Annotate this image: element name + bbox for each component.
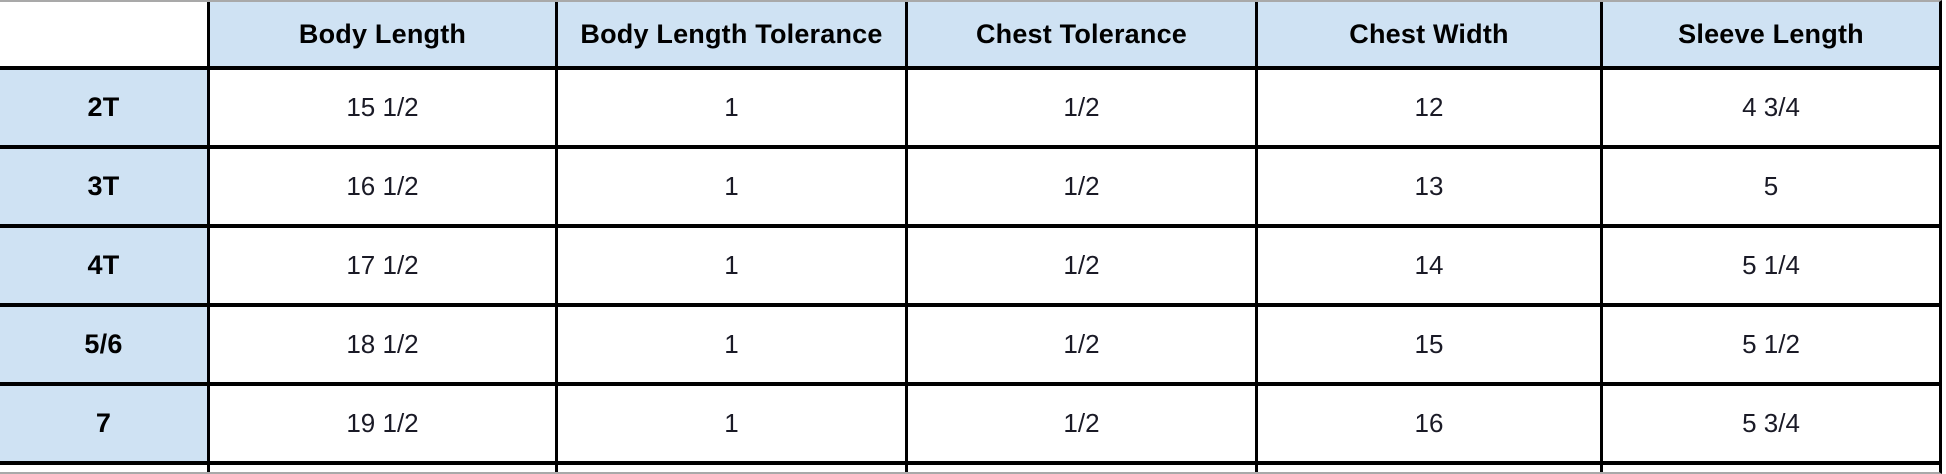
cell-3t-chest-tolerance: 1/2 [908,149,1255,224]
partial-row-cell [0,465,207,472]
partial-row-cell [210,465,555,472]
cell-3t-sleeve-length: 5 [1603,149,1939,224]
cell-4t-chest-tolerance: 1/2 [908,228,1255,303]
row-label-3t: 3T [0,149,207,224]
cell-3t-body-length: 16 1/2 [210,149,555,224]
header-cell-chest-width: Chest Width [1258,2,1600,66]
cell-4t-chest-width: 14 [1258,228,1600,303]
row-label-5-6: 5/6 [0,307,207,382]
cell-2t-chest-width: 12 [1258,70,1600,145]
cell-4t-body-length: 17 1/2 [210,228,555,303]
header-cell-blank [0,2,207,66]
cell-2t-chest-tolerance: 1/2 [908,70,1255,145]
row-label-2t: 2T [0,70,207,145]
cell-2t-body-length-tolerance: 1 [558,70,905,145]
cell-5-6-body-length-tolerance: 1 [558,307,905,382]
cell-7-chest-tolerance: 1/2 [908,386,1255,461]
cell-4t-body-length-tolerance: 1 [558,228,905,303]
cell-4t-sleeve-length: 5 1/4 [1603,228,1939,303]
partial-row-cell [1603,465,1939,472]
cell-5-6-body-length: 18 1/2 [210,307,555,382]
cell-3t-chest-width: 13 [1258,149,1600,224]
header-cell-sleeve-length: Sleeve Length [1603,2,1939,66]
row-label-4t: 4T [0,228,207,303]
cell-7-sleeve-length: 5 3/4 [1603,386,1939,461]
header-cell-chest-tolerance: Chest Tolerance [908,2,1255,66]
partial-row-cell [558,465,905,472]
cell-3t-body-length-tolerance: 1 [558,149,905,224]
cell-5-6-sleeve-length: 5 1/2 [1603,307,1939,382]
cell-2t-body-length: 15 1/2 [210,70,555,145]
partial-row-cell [908,465,1255,472]
cell-7-chest-width: 16 [1258,386,1600,461]
cell-7-body-length-tolerance: 1 [558,386,905,461]
cell-7-body-length: 19 1/2 [210,386,555,461]
cell-5-6-chest-tolerance: 1/2 [908,307,1255,382]
cell-5-6-chest-width: 15 [1258,307,1600,382]
row-label-7: 7 [0,386,207,461]
header-cell-body-length-tolerance: Body Length Tolerance [558,2,905,66]
header-cell-body-length: Body Length [210,2,555,66]
partial-row-cell [1258,465,1600,472]
cell-2t-sleeve-length: 4 3/4 [1603,70,1939,145]
